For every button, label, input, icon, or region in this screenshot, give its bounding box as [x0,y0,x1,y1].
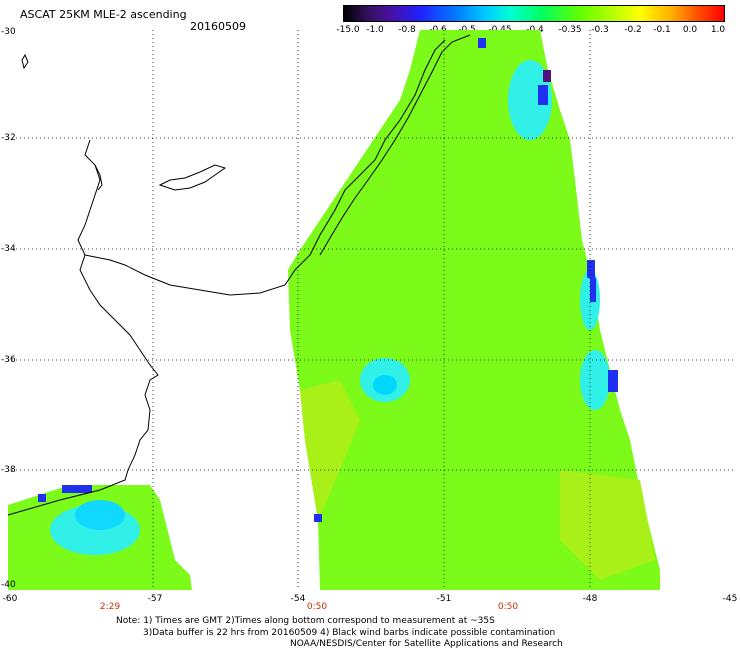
colorbar-label: -1.0 [366,25,384,35]
time-label: 0:50 [306,602,328,612]
colorbar-label: 0.0 [682,25,698,35]
colorbar [343,5,725,22]
colorbar-label: -0.35 [558,25,582,35]
map-date: 20160509 [190,20,246,33]
lon-label: -54 [290,594,306,604]
colorbar-label: -0.1 [653,25,671,35]
map-title: ASCAT 25KM MLE-2 ascending [20,8,187,21]
note-line-3: NOAA/NESDIS/Center for Satellite Applica… [290,639,563,649]
lat-label: -38 [1,465,16,475]
swath-main [288,30,660,590]
colorbar-label: 1.0 [710,25,726,35]
lat-label: -30 [1,27,16,37]
time-label: 0:50 [497,602,519,612]
lon-label: -51 [436,594,452,604]
lat-label: -34 [1,244,16,254]
lat-label: -32 [1,133,16,143]
time-label: 2:29 [99,602,121,612]
swath-southwest [8,485,192,590]
colorbar-label: -0.3 [591,25,609,35]
colorbar-label: -0.8 [398,25,416,35]
lat-label: -36 [1,355,16,365]
coastline [7,34,471,516]
lon-label: -57 [147,594,163,604]
lon-label: -48 [582,594,598,604]
note-line-2: 3)Data buffer is 22 hrs from 20160509 4)… [143,628,556,638]
lon-label: -45 [722,594,738,604]
lat-label: -40 [1,580,16,590]
note-line-1: Note: 1) Times are GMT 2)Times along bot… [116,616,495,626]
graticule [8,30,735,590]
colorbar-label: -15.0 [336,25,360,35]
lon-label: -60 [2,594,18,604]
colorbar-label: -0.2 [624,25,642,35]
